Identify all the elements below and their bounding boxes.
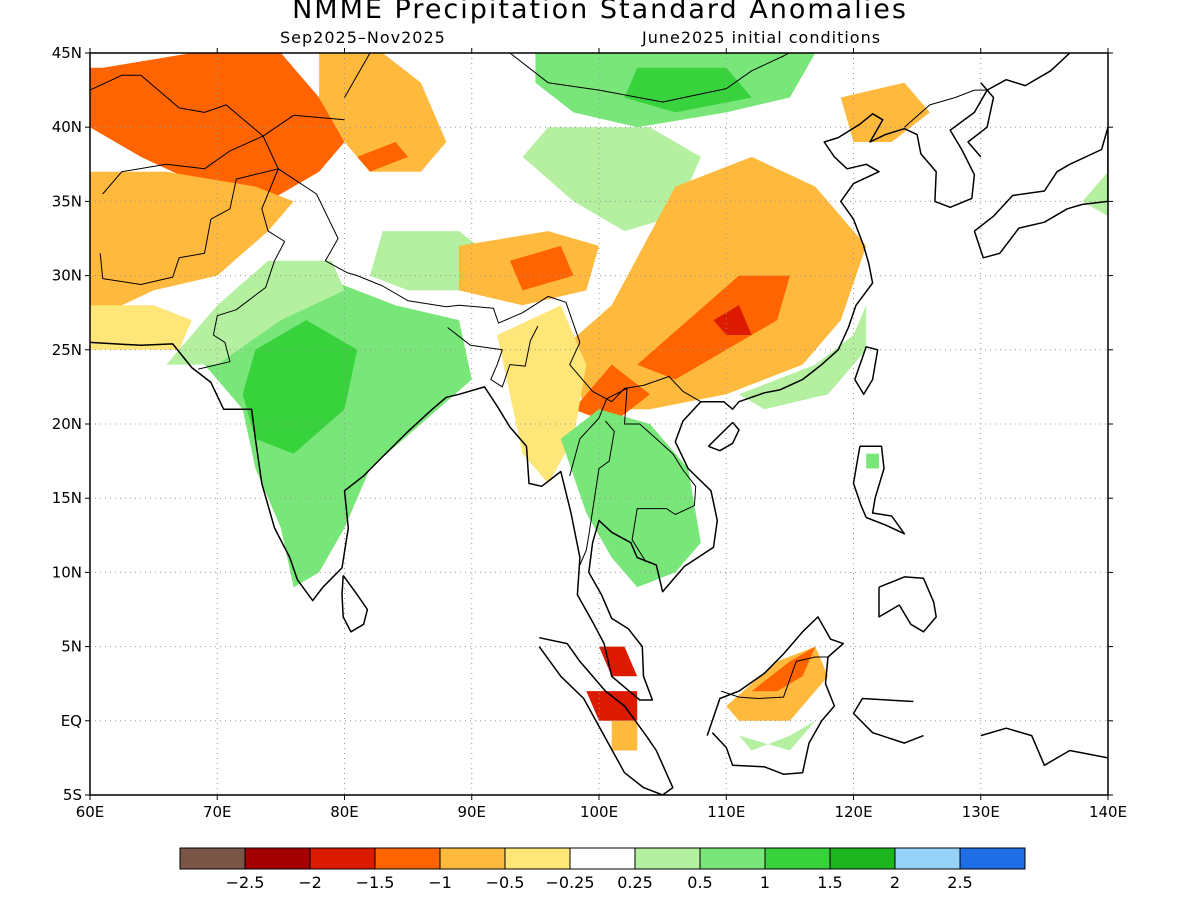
coastline (980, 727, 1108, 767)
forecast-period: Sep2025–Nov2025 (280, 28, 446, 47)
country-border (904, 89, 988, 128)
latitude-axis: 5S EQ 5N 10N 15N 20N 25N 30N 35N 40N 45N (52, 44, 1113, 804)
colorbar-label: 1 (760, 873, 770, 892)
colorbar-swatch (829, 847, 896, 870)
x-tick-label: 130E (962, 803, 1000, 821)
anomaly-region-japan-wet (1082, 171, 1108, 217)
y-tick-label: 25N (52, 341, 82, 359)
colorbar-label: −2.5 (226, 873, 265, 892)
anomaly-region-borneo-wet (739, 720, 816, 751)
colorbar-label: 0.25 (617, 873, 653, 892)
colorbar-swatch (504, 847, 571, 870)
y-tick-label: 40N (52, 118, 82, 136)
anomaly-region-tarim-dry (357, 142, 409, 172)
colorbar-label: −0.25 (545, 873, 594, 892)
borders-layer (90, 53, 988, 699)
colorbar-swatch (179, 847, 246, 870)
x-tick-label: 140E (1089, 803, 1127, 821)
y-tick-label: 5N (61, 638, 82, 656)
country-border (99, 135, 279, 285)
anomaly-region-india-wet-core (242, 320, 358, 454)
coastline (852, 445, 906, 535)
coastline (878, 576, 937, 633)
colorbar-label: 2 (890, 873, 900, 892)
anomaly-region-manchuria-dry (840, 82, 930, 142)
country-border (579, 420, 615, 566)
x-tick-label: 70E (203, 803, 232, 821)
anomaly-region-iran-afghan-dry (90, 171, 294, 321)
x-tick-label: 90E (457, 803, 486, 821)
colorbar-label: −2 (298, 873, 322, 892)
anomaly-region-malaya-dry (599, 646, 638, 677)
anomaly-region-guangxi-dry-core (713, 305, 752, 335)
country-border (278, 168, 702, 403)
x-tick-label: 100E (580, 803, 618, 821)
y-tick-label: 30N (52, 267, 82, 285)
y-tick-label: 45N (52, 44, 82, 62)
y-tick-label: 20N (52, 415, 82, 433)
y-tick-label: EQ (61, 712, 82, 730)
coastline (967, 82, 995, 158)
coastline (854, 346, 879, 396)
colorbar-legend: −2.5 −2 −1.5 −1 −0.5 −0.25 0.25 0.5 1 1.5 2 2.5 (179, 847, 1026, 892)
longitude-axis: 60E 70E 80E 90E 100E 110E 120E 130E 140E (76, 48, 1127, 821)
coastline (707, 421, 740, 452)
anomaly-region-south-china-dry (560, 156, 867, 410)
colorbar-label: −0.5 (486, 873, 525, 892)
x-tick-label: 80E (330, 803, 359, 821)
colorbar-label: 2.5 (947, 873, 972, 892)
anomaly-region-central-asia-dry (90, 53, 345, 202)
colorbar-swatch (309, 847, 376, 870)
colorbar-swatch (374, 847, 441, 870)
y-tick-label: 5S (63, 786, 82, 804)
coastline (852, 697, 924, 744)
anomaly-region-se-china-coast-wet (739, 305, 867, 410)
coastline (538, 636, 674, 795)
colorbar-swatch (959, 847, 1026, 870)
map-title: NMME Precipitation Standard Anomalies (292, 0, 908, 25)
country-border (90, 74, 345, 137)
anomaly-region-western-china-dry (319, 53, 447, 172)
country-border (344, 53, 790, 103)
anomaly-region-borneo-dry-core (751, 646, 816, 692)
initial-conditions: June2025 initial conditions (642, 28, 882, 47)
country-border (721, 656, 828, 699)
anomaly-region-arabian-sea-coast (90, 305, 192, 350)
coastline (341, 574, 369, 633)
anomaly-region-yunnan-dry (573, 364, 650, 424)
colorbar-label: 1.5 (817, 873, 842, 892)
colorbar-swatch (244, 847, 311, 870)
y-tick-label: 15N (52, 489, 82, 507)
country-border (447, 325, 539, 388)
anomaly-region-tibet-dry-core (509, 245, 574, 291)
colorbar-swatch (699, 847, 766, 870)
colorbar-swatch (569, 847, 636, 870)
anomaly-region-philippines-wet (866, 453, 879, 469)
colorbar-swatch (439, 847, 506, 870)
x-tick-label: 110E (707, 803, 745, 821)
coastline (90, 53, 1071, 701)
colorbar-swatch (634, 847, 701, 870)
country-border (569, 387, 697, 563)
coastline (973, 126, 1108, 259)
x-tick-label: 120E (834, 803, 872, 821)
anomaly-region-india-wet-margin (166, 260, 345, 365)
anomaly-region-sumatra-dry-margin (611, 720, 638, 751)
colorbar-label: 0.5 (687, 873, 712, 892)
coastline (706, 616, 845, 775)
coastlines-layer (90, 53, 1108, 795)
colorbar-swatch (764, 847, 831, 870)
country-border (198, 168, 286, 370)
x-tick-label: 60E (76, 803, 105, 821)
colorbar-swatch (894, 847, 961, 870)
y-tick-label: 10N (52, 563, 82, 581)
colorbar-label: −1.5 (356, 873, 395, 892)
anomaly-region-gansu-wet (522, 127, 701, 232)
colorbar-label: −1 (428, 873, 452, 892)
y-tick-label: 35N (52, 192, 82, 210)
anomaly-region-south-china-dry-core (637, 275, 790, 380)
gridlines (90, 53, 1108, 795)
